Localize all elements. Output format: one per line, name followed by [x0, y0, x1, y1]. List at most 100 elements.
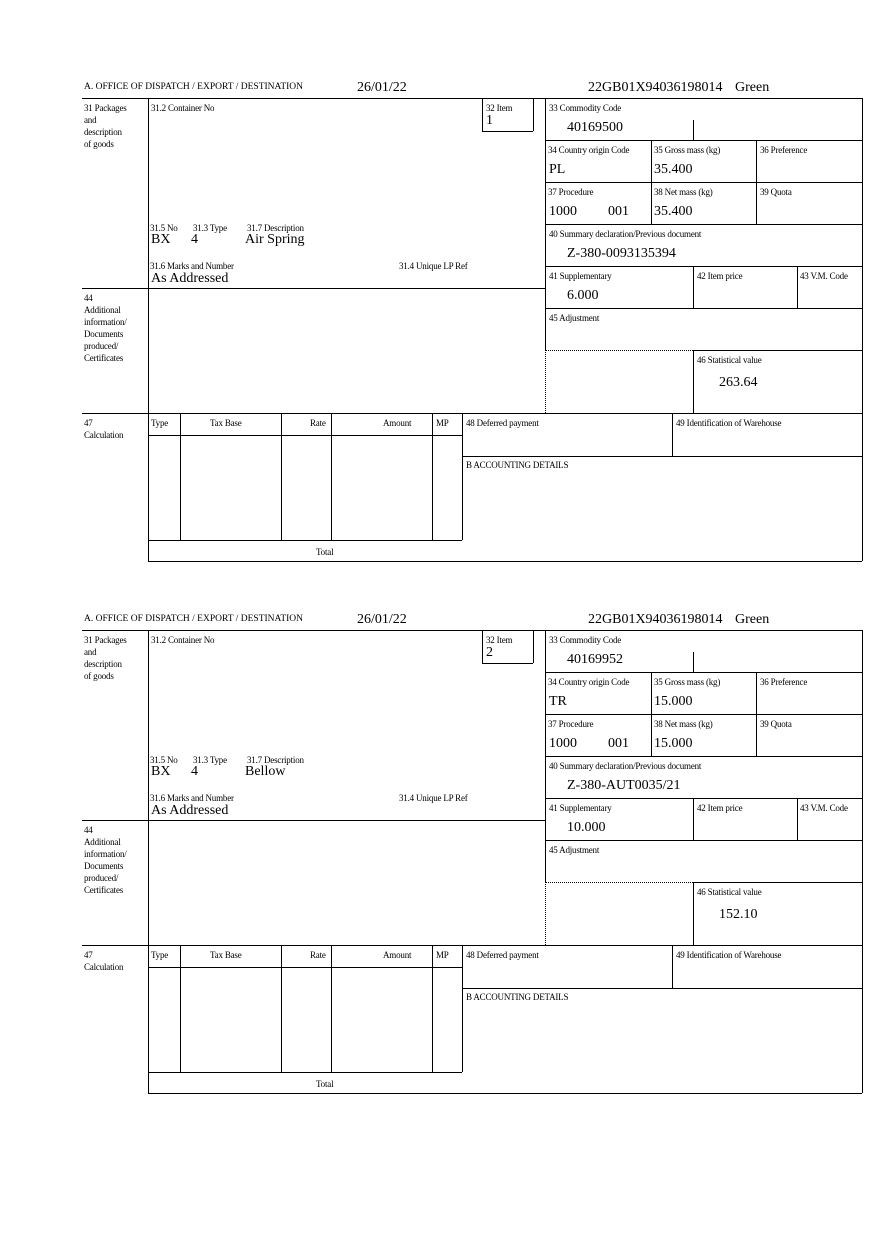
box-45-label: 45 Adjustment	[549, 845, 600, 855]
gross-mass: 35.400	[654, 162, 693, 177]
package-kind: BX	[151, 764, 171, 779]
gross-mass: 15.000	[654, 694, 693, 709]
col-tax-base: Tax Base	[210, 418, 242, 428]
customs-item-form: A. OFFICE OF DISPATCH / EXPORT / DESTINA…	[0, 612, 882, 1112]
box-31-5-label: 31.5 No	[150, 223, 178, 233]
box-31-6-label: 31.6 Marks and Number	[150, 793, 234, 803]
col-rate: Rate	[310, 950, 326, 960]
statistical-value: 263.64	[719, 375, 758, 390]
box-44-label: 44 Additional information/ Documents pro…	[84, 293, 127, 363]
box-41-label: 41 Supplementary	[549, 271, 612, 281]
date: 26/01/22	[357, 80, 407, 95]
col-mp: MP	[436, 418, 449, 428]
package-kind: BX	[151, 232, 171, 247]
box-46-label: 46 Statistical value	[697, 355, 762, 365]
col-amount: Amount	[383, 418, 412, 428]
box-46-label: 46 Statistical value	[697, 887, 762, 897]
box-33-label: 33 Commodity Code	[549, 635, 622, 645]
package-count: 4	[191, 232, 198, 247]
procedure-additional: 001	[608, 204, 629, 219]
country-origin: PL	[549, 162, 566, 177]
box-39-label: 39 Quota	[760, 719, 792, 729]
box-31-5-label: 31.5 No	[150, 755, 178, 765]
box-33-label: 33 Commodity Code	[549, 103, 622, 113]
accounting-details-label: B ACCOUNTING DETAILS	[466, 460, 569, 470]
box-43-label: 43 V.M. Code	[800, 271, 848, 281]
accounting-details-label: B ACCOUNTING DETAILS	[466, 992, 569, 1002]
box-39-label: 39 Quota	[760, 187, 792, 197]
col-amount: Amount	[383, 950, 412, 960]
col-rate: Rate	[310, 418, 326, 428]
box-49-label: 49 Identification of Warehouse	[676, 950, 782, 960]
supplementary-units: 10.000	[567, 820, 606, 835]
goods-description: Air Spring	[245, 232, 305, 247]
box-31-4-label: 31.4 Unique LP Ref	[399, 261, 468, 271]
box-47-label: 47 Calculation	[84, 950, 124, 972]
box-31-7-label: 31.7 Description	[247, 223, 304, 233]
col-tax-base: Tax Base	[210, 950, 242, 960]
box-37-label: 37 Procedure	[548, 719, 594, 729]
total-label: Total	[316, 1079, 334, 1089]
box-47-label: 47 Calculation	[84, 418, 124, 440]
net-mass: 15.000	[654, 736, 693, 751]
statistical-value: 152.10	[719, 907, 758, 922]
box-42-label: 42 Item price	[697, 803, 743, 813]
date: 26/01/22	[357, 612, 407, 627]
box-32-label: 32 Item	[486, 635, 513, 645]
commodity-code: 40169500	[567, 120, 623, 135]
box-35-label: 35 Gross mass (kg)	[654, 145, 721, 155]
box-31-4-label: 31.4 Unique LP Ref	[399, 793, 468, 803]
box-36-label: 36 Preference	[760, 145, 808, 155]
route-status: Green	[735, 612, 770, 627]
box-43-label: 43 V.M. Code	[800, 803, 848, 813]
box-35-label: 35 Gross mass (kg)	[654, 677, 721, 687]
item-number: 1	[486, 113, 493, 128]
box-49-label: 49 Identification of Warehouse	[676, 418, 782, 428]
box-37-label: 37 Procedure	[548, 187, 594, 197]
box-34-label: 34 Country origin Code	[548, 145, 630, 155]
box-48-label: 48 Deferred payment	[466, 950, 539, 960]
box-40-label: 40 Summary declaration/Previous document	[549, 761, 702, 771]
box-32-label: 32 Item	[486, 103, 513, 113]
goods-description: Bellow	[245, 764, 286, 779]
box-31-3-label: 31.3 Type	[193, 755, 227, 765]
procedure-code: 1000	[549, 204, 577, 219]
supplementary-units: 6.000	[567, 288, 599, 303]
box-31-2-label: 31.2 Container No	[151, 635, 215, 645]
box-31-7-label: 31.7 Description	[247, 755, 304, 765]
declaration-reference: 22GB01X94036198014	[588, 80, 723, 95]
package-count: 4	[191, 764, 198, 779]
box-42-label: 42 Item price	[697, 271, 743, 281]
procedure-code: 1000	[549, 736, 577, 751]
box-31-label: 31 Packages and description of goods	[84, 635, 127, 681]
box-40-label: 40 Summary declaration/Previous document	[549, 229, 702, 239]
col-type: Type	[151, 418, 169, 428]
total-label: Total	[316, 547, 334, 557]
net-mass: 35.400	[654, 204, 693, 219]
marks-and-number: As Addressed	[151, 271, 229, 286]
route-status: Green	[735, 80, 770, 95]
box-38-label: 38 Net mass (kg)	[654, 719, 713, 729]
box-44-label: 44 Additional information/ Documents pro…	[84, 825, 127, 895]
box-31-6-label: 31.6 Marks and Number	[150, 261, 234, 271]
customs-item-form: A. OFFICE OF DISPATCH / EXPORT / DESTINA…	[0, 80, 882, 580]
office-label: A. OFFICE OF DISPATCH / EXPORT / DESTINA…	[84, 82, 304, 92]
box-31-2-label: 31.2 Container No	[151, 103, 215, 113]
country-origin: TR	[549, 694, 567, 709]
col-mp: MP	[436, 950, 449, 960]
col-type: Type	[151, 950, 169, 960]
previous-document: Z-380-0093135394	[567, 246, 676, 261]
box-41-label: 41 Supplementary	[549, 803, 612, 813]
box-31-3-label: 31.3 Type	[193, 223, 227, 233]
office-label: A. OFFICE OF DISPATCH / EXPORT / DESTINA…	[84, 614, 304, 624]
marks-and-number: As Addressed	[151, 803, 229, 818]
box-34-label: 34 Country origin Code	[548, 677, 630, 687]
item-number: 2	[486, 645, 493, 660]
declaration-reference: 22GB01X94036198014	[588, 612, 723, 627]
procedure-additional: 001	[608, 736, 629, 751]
commodity-code: 40169952	[567, 652, 623, 667]
box-31-label: 31 Packages and description of goods	[84, 103, 127, 149]
box-45-label: 45 Adjustment	[549, 313, 600, 323]
previous-document: Z-380-AUT0035/21	[567, 778, 681, 793]
box-38-label: 38 Net mass (kg)	[654, 187, 713, 197]
